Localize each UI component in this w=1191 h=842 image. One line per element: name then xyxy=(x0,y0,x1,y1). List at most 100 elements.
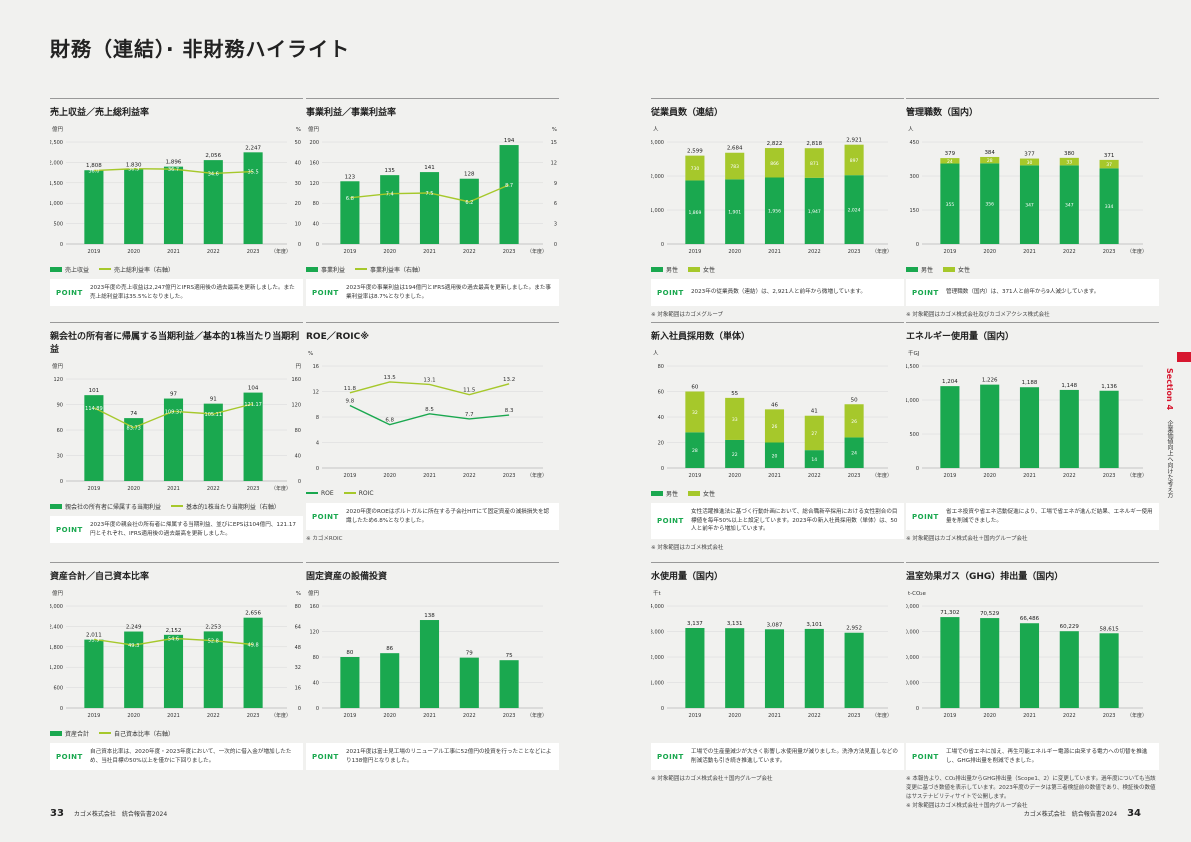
y-tick-label: 0 xyxy=(60,479,63,485)
bar xyxy=(459,178,479,244)
line-value-label: 13.1 xyxy=(423,377,435,383)
footnote: ※ 対象範囲はカゴメ株式会社及びカゴメアクシス株式会社 xyxy=(906,312,1050,318)
y-tick-label: 120 xyxy=(309,630,319,636)
bar xyxy=(340,181,360,244)
legend-label: 男性 xyxy=(921,266,934,274)
panel-sales: 売上収益／売上総利益率 億円% 0 500 1,000 1,500 2,000 2,500 0 1… xyxy=(50,98,303,307)
point-text: 女性活躍推進法に基づく行動計画において、総合職新卒採用における女性割合の目標値を… xyxy=(691,509,898,533)
y-tick-label: 160 xyxy=(309,160,319,166)
panel-water: 水使用量（国内） 千t 0 1,000 2,000 3,000 4,000 2019 2020 2… xyxy=(651,562,904,784)
y2-tick-label: 0 xyxy=(298,479,301,485)
panel-managers: 管理職数（国内） 人 0 150 300 450 2019 2020 2021 2022 2023 （… xyxy=(906,98,1159,320)
chart-svg: 億円 % 0 40 80 120 160 200 0 3 6 9 12 15 2019 2020 2021 202… xyxy=(308,125,557,255)
bar-value-label: 97 xyxy=(170,392,177,398)
footnote: ※ 対象範囲はカゴメグループ xyxy=(651,312,724,318)
y2-tick-label: 40 xyxy=(295,454,301,460)
x-tick-label: 2019 xyxy=(689,713,702,719)
legend: 男性 女性 xyxy=(651,486,904,500)
y-tick-label: 4 xyxy=(316,441,319,447)
line-value-label: 53.9 xyxy=(88,637,99,643)
bar-value-label: 3,131 xyxy=(727,621,743,627)
point-label: POINT xyxy=(657,288,684,297)
section-tab[interactable] xyxy=(1177,352,1191,362)
legend-label: 男性 xyxy=(666,266,679,274)
y-tick-label: 16 xyxy=(313,364,319,370)
footer-left: 33 カゴメ株式会社 統合報告書2024 xyxy=(50,808,167,819)
line-value-label: 7.7 xyxy=(465,412,474,418)
y2-tick-label: 32 xyxy=(295,665,301,671)
bar xyxy=(203,631,223,708)
y2-tick-label: 9 xyxy=(554,181,557,187)
bar-value-label: 1,188 xyxy=(1022,380,1038,386)
x-axis-unit: （年度） xyxy=(271,485,291,492)
footer-right: カゴメ株式会社 統合報告書2024 34 xyxy=(1024,808,1141,819)
y-tick-label: 0 xyxy=(916,706,919,712)
bar xyxy=(380,175,400,244)
y2-tick-label: 20 xyxy=(295,201,301,207)
chart-svg: 億円 % 0 500 1,000 1,500 2,000 2,500 0 10 20 30 40 50 20… xyxy=(50,125,301,255)
line-value-label: 35.5 xyxy=(248,170,259,176)
page-number-left: 33 xyxy=(50,808,64,819)
line-value-label: 83.73 xyxy=(127,426,141,432)
y-axis-unit: 億円 xyxy=(308,125,320,133)
panel-assets: 資産合計／自己資本比率 億円% 0 600 1,200 1,800 2,400 3,000 0 1… xyxy=(50,562,303,771)
bar-segment-female xyxy=(685,155,705,181)
bar xyxy=(685,628,705,708)
y-tick-label: 200 xyxy=(309,140,319,146)
bar-value-label: 104 xyxy=(248,386,259,392)
y-tick-label: 150 xyxy=(909,208,919,214)
bar xyxy=(1099,390,1119,468)
y-tick-label: 60,000 xyxy=(906,630,919,636)
x-tick-label: 2022 xyxy=(1063,249,1076,255)
panel-employees: 従業員数（連結） 人 0 1,000 2,000 3,000 2019 2020 2021 202… xyxy=(651,98,904,320)
bar-segment-female xyxy=(725,397,745,440)
x-tick-label: 2023 xyxy=(1103,713,1116,719)
legend: ROE ROIC xyxy=(306,486,559,500)
bar-value-label: 74 xyxy=(130,411,137,417)
bar-value-label: 80 xyxy=(346,650,353,656)
legend-label: 売上総利益率（右軸） xyxy=(114,266,175,274)
y-tick-label: 0 xyxy=(316,706,319,712)
series-line xyxy=(93,168,254,175)
y-tick-label: 20 xyxy=(658,441,664,447)
panel-ghg: 温室効果ガス（GHG）排出量（国内） t-CO₂e 0 20,000 40,000 60,… xyxy=(906,562,1159,811)
legend-item: 資産合計 xyxy=(50,729,89,738)
series-line-roic xyxy=(349,381,510,396)
footnote: ※ 対象範囲はカゴメ株式会社＋国内グループ会社 xyxy=(906,536,1028,543)
bar-segment-male xyxy=(980,163,1000,244)
bar-value-label: 71,302 xyxy=(940,610,959,616)
chart-svg: % 0 4 8 12 16 2019 2020 2021 2022 2023 （年度） 9.8 6.8 8.… xyxy=(308,351,547,479)
panel-roe: ROE／ROIC※% 0 4 8 12 16 2019 2020 2021 2022 2023 （年度… xyxy=(306,322,559,544)
x-tick-label: 2022 xyxy=(1063,473,1076,479)
point-box: POINT 2023年の従業員数（連結）は、2,921人と前年から微増しています。 xyxy=(651,279,904,306)
legend-swatch xyxy=(688,490,701,496)
panel-title: 親会社の所有者に帰属する当期利益／基本的1株当たり当期利益 xyxy=(50,322,303,361)
line-value-label: 11.5 xyxy=(463,388,476,394)
chart-energy: 千GJ 0 500 1,000 1,500 2019 2020 2021 2022 2023 （年度… xyxy=(906,348,1159,484)
legend-swatch xyxy=(171,505,184,507)
x-tick-label: 2019 xyxy=(944,249,957,255)
legend: 男性 女性 xyxy=(906,262,1159,276)
bar-value-label: 138 xyxy=(424,613,435,619)
chart-hires: 人 0 20 40 60 80 2019 2020 2021 2022 2023 （年度） 28 32 60… xyxy=(651,348,904,484)
x-tick-label: 2022 xyxy=(808,249,821,255)
bar-value-label: 2,656 xyxy=(245,611,261,617)
x-tick-label: 2022 xyxy=(207,713,220,719)
chart-svg: 億円 0 40 80 120 160 2019 2020 2021 2022 2023 （年度） 80 8… xyxy=(308,589,547,719)
bar xyxy=(163,166,184,244)
legend-label: 基本的1株当たり当期利益（右軸） xyxy=(186,503,280,511)
y-tick-label: 90 xyxy=(57,403,63,409)
bar-segment-female xyxy=(1059,157,1079,166)
x-tick-label: 2023 xyxy=(1103,249,1116,255)
x-tick-label: 2020 xyxy=(728,473,741,479)
y-axis-unit: 億円 xyxy=(52,589,64,597)
point-label: POINT xyxy=(56,752,83,761)
bar xyxy=(804,628,824,708)
line-value-label: 7.5 xyxy=(426,191,434,197)
total-value-label: 371 xyxy=(1104,153,1115,159)
y-tick-label: 1,200 xyxy=(50,665,63,671)
segment-value-label: 1,947 xyxy=(808,209,821,215)
y-tick-label: 40 xyxy=(313,681,319,687)
legend-item: 売上総利益率（右軸） xyxy=(99,265,174,274)
